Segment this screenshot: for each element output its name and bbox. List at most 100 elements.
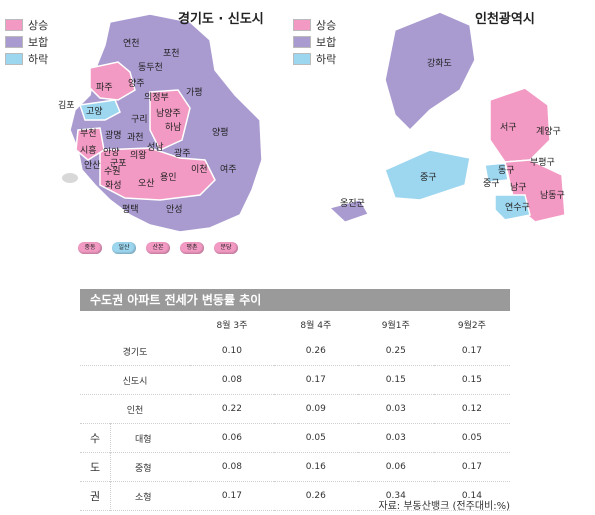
svg-text:군포: 군포 (110, 158, 127, 169)
rise-swatch (5, 18, 23, 31)
svg-text:고양: 고양 (86, 106, 103, 117)
svg-text:이천: 이천 (191, 164, 208, 175)
ongjin-flat (328, 199, 369, 223)
legend-flat: 보합 (5, 33, 48, 50)
svg-text:남구: 남구 (510, 182, 527, 193)
svg-text:오산: 오산 (138, 178, 155, 189)
cell-value: 0.17 (461, 346, 482, 356)
svg-text:구리: 구리 (131, 114, 148, 125)
svg-text:의왕: 의왕 (130, 150, 147, 161)
incheon-legend: 상승 보합 하락 (293, 16, 336, 67)
legend-rise-label: 상승 (28, 18, 49, 32)
new-town-pills: 중동 일산 산본 평촌 분당 (78, 242, 238, 254)
group-label-char: 수 (80, 423, 111, 453)
svg-text:김포: 김포 (58, 99, 75, 111)
cell-value: 0.08 (221, 462, 242, 472)
table-row: 도 중형 0.08 0.16 0.06 0.17 (80, 452, 510, 482)
cell-value: 0.06 (385, 462, 406, 472)
legend-fall: 하락 (293, 50, 336, 67)
sub-row-label: 소형 (135, 492, 152, 503)
row-label: 경기도 (122, 347, 148, 358)
source-note: 자료: 부동산뱅크 (전주대비:%) (378, 501, 510, 512)
svg-text:남동구: 남동구 (540, 190, 565, 201)
yeonsu-fall (494, 194, 531, 221)
cell-value: 0.03 (385, 404, 406, 414)
table-row: 경기도 0.10 0.26 0.25 0.17 (80, 337, 510, 366)
svg-text:여주: 여주 (220, 163, 237, 175)
cell-value: 0.26 (305, 346, 326, 356)
legend-flat-label: 보합 (316, 35, 337, 49)
table-header-row: 8월 3주 8월 4주 9월1주 9월2주 (80, 311, 510, 337)
svg-text:의정부: 의정부 (144, 92, 169, 103)
column-header: 9월2주 (457, 320, 486, 331)
svg-text:양평: 양평 (212, 127, 229, 138)
svg-text:광주: 광주 (174, 147, 191, 159)
rent-change-table-section: 수도권 아파트 전세가 변동률 추이 8월 3주 8월 4주 9월1주 9월2주… (80, 289, 510, 511)
gyeonggi-legend: 상승 보합 하락 (5, 16, 48, 67)
cell-value: 0.22 (221, 404, 242, 414)
junggu-fall (384, 149, 471, 201)
svg-text:서구: 서구 (500, 122, 517, 133)
svg-text:중구: 중구 (483, 178, 500, 189)
table-row: 인천 0.22 0.09 0.03 0.12 (80, 395, 510, 424)
cell-value: 0.08 (221, 375, 242, 385)
svg-text:동구: 동구 (498, 165, 515, 176)
svg-text:하남: 하남 (165, 122, 182, 133)
svg-text:수원: 수원 (104, 166, 121, 177)
table-row: 수 대형 0.06 0.05 0.03 0.05 (80, 423, 510, 453)
gyeonggi-map-title: 경기도 · 신도시 (178, 12, 264, 27)
flat-swatch (293, 35, 311, 48)
legend-flat-label: 보합 (28, 35, 49, 49)
column-header: 8월 3주 (216, 320, 248, 331)
group-label-char: 권 (80, 481, 111, 511)
column-header: 8월 4주 (300, 320, 332, 331)
rent-change-table: 8월 3주 8월 4주 9월1주 9월2주 경기도 0.10 0.26 0.25… (80, 311, 510, 511)
cell-value: 0.15 (461, 375, 482, 385)
gyeonggi-north-rise (89, 61, 136, 101)
legend-rise-label: 상승 (316, 18, 337, 32)
cell-value: 0.16 (305, 462, 326, 472)
svg-text:과천: 과천 (127, 132, 144, 143)
new-town-pyeongchon: 평촌 (180, 242, 204, 254)
legend-rise: 상승 (293, 16, 336, 33)
header-corner (80, 311, 190, 337)
donggu-fall (484, 162, 509, 183)
cell-value: 0.14 (461, 491, 482, 501)
cell-value: 0.17 (461, 462, 482, 472)
cell-value: 0.06 (221, 433, 242, 443)
svg-text:포천: 포천 (163, 48, 180, 59)
cell-value: 0.05 (305, 433, 326, 443)
legend-rise: 상승 (5, 16, 48, 33)
sub-row-label: 중형 (135, 463, 152, 474)
table-title: 수도권 아파트 전세가 변동률 추이 (80, 289, 510, 311)
cell-value: 0.09 (305, 404, 326, 414)
svg-text:용인: 용인 (160, 172, 177, 183)
incheon-map: 강화도 서구 계양구 부평구 동구 중구 중구 남구 남동구 연수구 옹진군 (328, 11, 566, 223)
table-row: 신도시 0.08 0.17 0.15 0.15 (80, 366, 510, 395)
incheon-map-panel: 강화도 서구 계양구 부평구 동구 중구 중구 남구 남동구 연수구 옹진군 인… (290, 0, 595, 270)
gyeonggi-map: 연천 포천 동두천 파주 양주 의정부 가평 김포 고양 남양주 구리 부천 광… (58, 13, 263, 233)
cell-value: 0.17 (221, 491, 242, 501)
rise-swatch (293, 18, 311, 31)
svg-text:남양주: 남양주 (156, 108, 181, 119)
svg-text:양주: 양주 (128, 78, 145, 89)
sub-row-label: 대형 (135, 434, 152, 445)
cell-value: 0.17 (305, 375, 326, 385)
svg-text:안양: 안양 (103, 147, 120, 158)
incheon-map-title: 인천광역시 (475, 12, 535, 27)
legend-flat: 보합 (293, 33, 336, 50)
svg-text:계양구: 계양구 (536, 125, 561, 137)
cell-value: 0.34 (385, 491, 406, 501)
svg-text:가평: 가평 (186, 87, 203, 98)
svg-text:부평구: 부평구 (530, 157, 555, 168)
svg-text:중구: 중구 (420, 172, 437, 183)
svg-text:강화도: 강화도 (427, 58, 452, 69)
svg-text:파주: 파주 (96, 82, 113, 93)
cell-value: 0.10 (221, 346, 242, 356)
svg-text:부천: 부천 (80, 128, 97, 139)
svg-text:성남: 성남 (147, 142, 164, 153)
svg-text:광명: 광명 (105, 129, 122, 141)
flat-swatch (5, 35, 23, 48)
svg-text:안산: 안산 (84, 160, 101, 171)
fall-swatch (5, 52, 23, 65)
